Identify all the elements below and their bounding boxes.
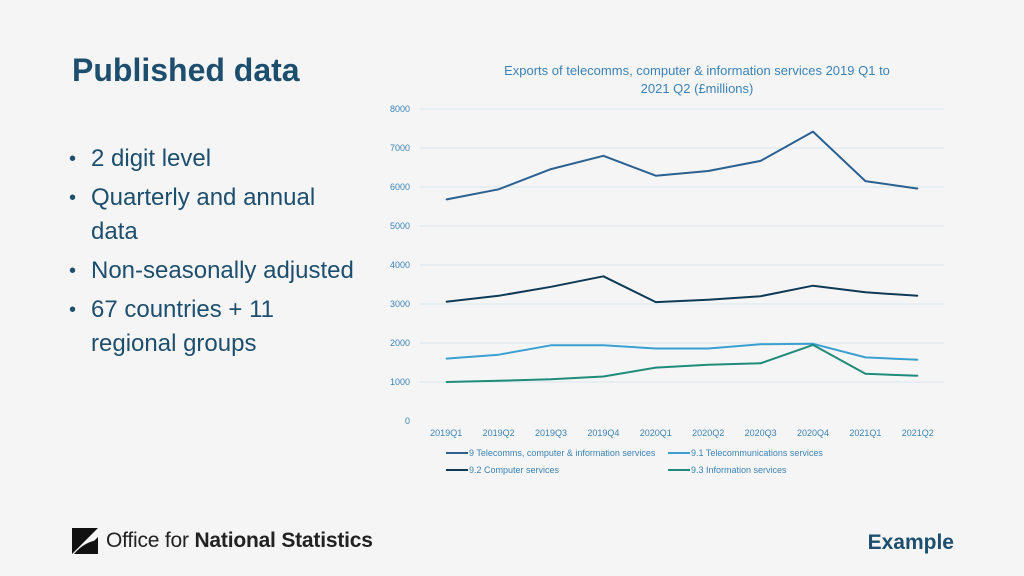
- data-point: [550, 168, 552, 170]
- data-point: [445, 381, 447, 383]
- y-tick-label: 4000: [390, 260, 410, 270]
- data-point: [498, 188, 500, 190]
- data-point: [812, 285, 814, 287]
- bullet-list: 2 digit level Quarterly and annual data …: [66, 142, 356, 366]
- ons-logo-icon: [72, 528, 98, 554]
- chart-title: Exports of telecomms, computer & informa…: [504, 63, 890, 96]
- x-axis-tick-labels: 2019Q1 2019Q2 2019Q3 2019Q4 2020Q1 2020Q2 2020…: [430, 428, 934, 438]
- data-point: [917, 187, 919, 190]
- data-point: [917, 295, 919, 297]
- data-point: [812, 131, 814, 133]
- data-point: [917, 359, 919, 361]
- y-tick-label: 0: [405, 416, 410, 426]
- data-point: [760, 343, 762, 345]
- data-point: [445, 301, 447, 303]
- data-point: [812, 344, 814, 346]
- y-tick-label: 1000: [390, 377, 410, 387]
- data-point: [864, 356, 866, 359]
- ons-logo-text-regular: Office for: [106, 529, 195, 552]
- x-tick-label: 2020Q4: [797, 428, 829, 438]
- series-line: [446, 275, 918, 304]
- chart-gridlines: [420, 108, 944, 383]
- data-point: [602, 375, 604, 378]
- legend-label: 9.3 Information services: [691, 465, 787, 475]
- data-point: [707, 364, 709, 366]
- y-axis-tick-labels: 0 1000 2000 3000 4000 5000 6000 7000 8000: [390, 104, 410, 426]
- bullet-item: Non-seasonally adjusted: [66, 254, 356, 288]
- x-tick-label: 2020Q1: [640, 428, 672, 438]
- data-point: [707, 170, 709, 172]
- data-point: [864, 180, 866, 182]
- chart-series-lines: [445, 130, 919, 383]
- data-point: [655, 301, 657, 303]
- ons-logo-text: Office for National Statistics: [106, 529, 373, 553]
- y-tick-label: 3000: [390, 299, 410, 309]
- legend-label: 9 Telecomms, computer & information serv…: [469, 448, 656, 458]
- ons-logo-text-bold: National Statistics: [194, 529, 373, 552]
- data-point: [550, 286, 552, 288]
- data-point: [602, 275, 604, 277]
- bullet-item: 2 digit level: [66, 142, 356, 176]
- series-line: [446, 343, 918, 383]
- y-tick-label: 8000: [390, 104, 410, 114]
- data-point: [498, 295, 500, 297]
- data-point: [707, 347, 709, 350]
- x-tick-label: 2019Q2: [483, 428, 515, 438]
- x-tick-label: 2019Q1: [430, 428, 462, 438]
- x-tick-label: 2019Q3: [535, 428, 567, 438]
- data-point: [550, 344, 552, 346]
- legend-label: 9.2 Computer services: [469, 465, 560, 475]
- x-tick-label: 2021Q1: [849, 428, 881, 438]
- y-tick-label: 5000: [390, 221, 410, 231]
- data-point: [864, 373, 866, 375]
- data-point: [760, 295, 762, 297]
- data-point: [760, 160, 762, 162]
- data-point: [864, 291, 866, 293]
- bullet-item: Quarterly and annual data: [66, 181, 356, 249]
- y-tick-label: 7000: [390, 143, 410, 153]
- y-tick-label: 2000: [390, 338, 410, 348]
- data-point: [655, 175, 657, 177]
- data-point: [655, 347, 657, 350]
- bullet-item: 67 countries + 11 regional groups: [66, 293, 356, 361]
- ons-logo: Office for National Statistics: [72, 526, 373, 556]
- data-point: [498, 354, 500, 356]
- page-title: Published data: [72, 52, 300, 88]
- series-line: [446, 342, 918, 361]
- data-point: [602, 344, 604, 346]
- chart-title-line: 2021 Q2 (£millions): [641, 81, 754, 96]
- data-point: [602, 155, 604, 157]
- series-line: [446, 130, 918, 201]
- data-point: [917, 375, 919, 377]
- x-tick-label: 2019Q4: [587, 428, 619, 438]
- x-tick-label: 2021Q2: [902, 428, 934, 438]
- data-point: [445, 358, 447, 360]
- data-point: [445, 198, 447, 201]
- chart-title-line: Exports of telecomms, computer & informa…: [504, 63, 890, 78]
- data-point: [760, 362, 762, 364]
- data-point: [498, 380, 500, 382]
- legend-label: 9.1 Telecommunications services: [691, 448, 823, 458]
- data-point: [550, 378, 552, 380]
- data-point: [707, 299, 709, 301]
- exports-line-chart: Exports of telecomms, computer & informa…: [390, 63, 944, 475]
- y-tick-label: 6000: [390, 182, 410, 192]
- data-point: [655, 366, 657, 369]
- x-tick-label: 2020Q3: [745, 428, 777, 438]
- x-tick-label: 2020Q2: [692, 428, 724, 438]
- chart-legend: 9 Telecomms, computer & information serv…: [446, 448, 823, 475]
- example-label: Example: [867, 531, 954, 554]
